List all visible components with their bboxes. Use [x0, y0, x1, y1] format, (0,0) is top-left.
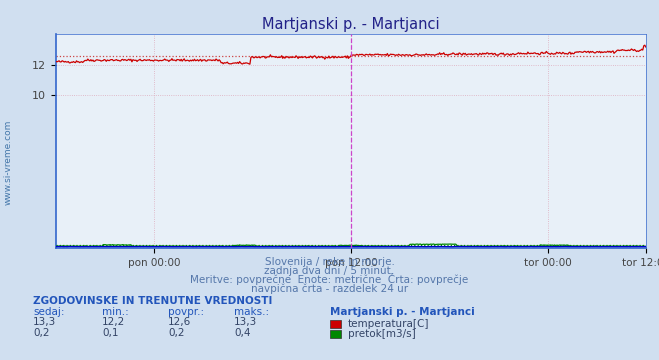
Text: sedaj:: sedaj: [33, 307, 65, 317]
Text: temperatura[C]: temperatura[C] [348, 319, 430, 329]
Text: 0,4: 0,4 [234, 328, 250, 338]
Text: 12,2: 12,2 [102, 317, 125, 327]
Text: Slovenija / reke in morje.: Slovenija / reke in morje. [264, 257, 395, 267]
Text: zadnja dva dni / 5 minut.: zadnja dva dni / 5 minut. [264, 266, 395, 276]
Text: www.si-vreme.com: www.si-vreme.com [4, 119, 13, 205]
Text: povpr.:: povpr.: [168, 307, 204, 317]
Text: navpična črta - razdelek 24 ur: navpična črta - razdelek 24 ur [251, 283, 408, 294]
Text: maks.:: maks.: [234, 307, 269, 317]
Text: 13,3: 13,3 [33, 317, 56, 327]
Text: 0,2: 0,2 [168, 328, 185, 338]
Text: min.:: min.: [102, 307, 129, 317]
Text: 12,6: 12,6 [168, 317, 191, 327]
Title: Martjanski p. - Martjanci: Martjanski p. - Martjanci [262, 17, 440, 32]
Text: 0,2: 0,2 [33, 328, 49, 338]
Text: pretok[m3/s]: pretok[m3/s] [348, 329, 416, 339]
Text: 13,3: 13,3 [234, 317, 257, 327]
Text: 0,1: 0,1 [102, 328, 119, 338]
Text: Martjanski p. - Martjanci: Martjanski p. - Martjanci [330, 307, 474, 317]
Text: ZGODOVINSKE IN TRENUTNE VREDNOSTI: ZGODOVINSKE IN TRENUTNE VREDNOSTI [33, 296, 272, 306]
Text: Meritve: povprečne  Enote: metrične  Črta: povprečje: Meritve: povprečne Enote: metrične Črta:… [190, 273, 469, 285]
